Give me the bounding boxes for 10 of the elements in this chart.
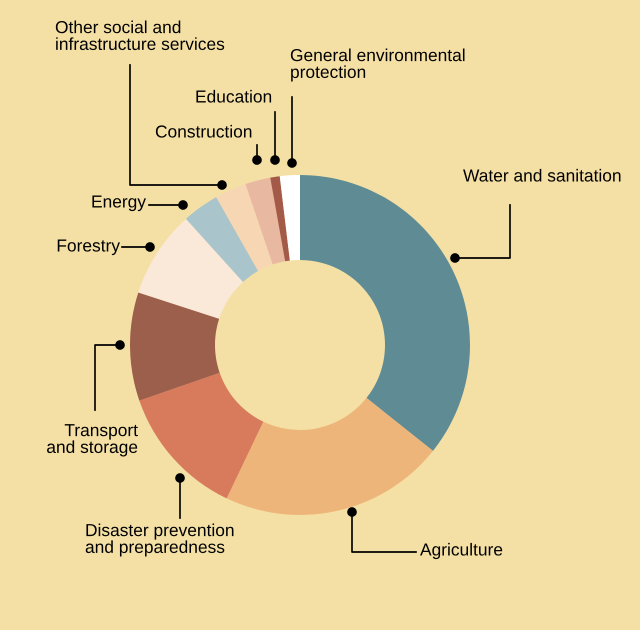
slice-label: Water and sanitation [463,168,620,182]
slice-label: Agriculture [420,542,502,560]
slice-label: Education [196,90,272,103]
slice-label: Construction [156,124,252,138]
slice-label: Forestry [58,240,120,256]
slice-label: Energy [92,196,146,212]
slice-label: Transport and storage [47,424,138,456]
slice-label: Disaster prevention and preparedness [86,524,234,556]
slice-label: General environmental protection [290,48,464,82]
slice-label: Other social and infrastructure services [56,20,224,50]
